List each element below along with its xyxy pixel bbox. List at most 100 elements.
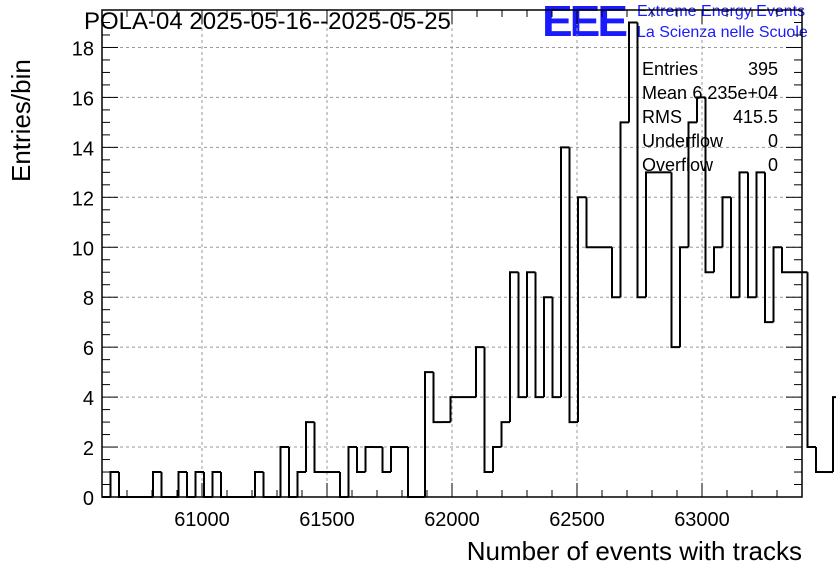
histogram-bin — [424, 371, 434, 497]
histogram-bin — [475, 346, 485, 398]
x-tick-label: 63000 — [674, 509, 730, 531]
histogram-bin — [781, 247, 791, 274]
y-tick-label: 18 — [72, 38, 94, 60]
x-tick-label: 62000 — [424, 509, 480, 531]
histogram-bin — [483, 347, 493, 474]
histogram-bin — [160, 472, 170, 498]
y-tick-label: 2 — [83, 438, 94, 460]
stats-label: Mean — [642, 83, 688, 103]
histogram-bin — [585, 197, 595, 249]
histogram-bin — [560, 146, 570, 398]
histogram-bin — [679, 246, 689, 348]
x-tick-label: 62500 — [549, 509, 605, 531]
histogram-bin — [492, 446, 502, 473]
stats-label: Overflow — [642, 155, 714, 175]
histogram-bin — [220, 472, 230, 498]
histogram-bin — [568, 147, 578, 424]
histogram-bin — [526, 271, 536, 398]
histogram-bin — [177, 471, 187, 497]
y-tick-label: 8 — [83, 288, 94, 310]
stats-row-underflow: Underflow 0 — [642, 131, 778, 155]
histogram-bin — [747, 172, 757, 299]
y-tick-label: 14 — [72, 138, 94, 160]
histogram-bin — [186, 472, 196, 498]
histogram-bin — [279, 446, 289, 497]
histogram-bin — [262, 472, 272, 498]
histogram-bin — [500, 421, 510, 448]
stats-value: 415.5 — [732, 107, 778, 127]
stats-row-entries: Entries 395 — [642, 59, 778, 83]
stats-label: RMS — [642, 107, 682, 127]
histogram-bin — [288, 447, 298, 498]
logo-text-line-1: Extreme Energy Events — [637, 3, 806, 20]
y-tick-label: 12 — [72, 188, 94, 210]
logo-text-line-2: La Scienza nelle Scuole — [637, 24, 808, 41]
stats-value: 0 — [767, 131, 778, 151]
histogram-bin — [738, 171, 748, 298]
histogram-bin — [347, 446, 357, 497]
histogram-bin — [381, 447, 391, 474]
y-tick-label: 6 — [83, 338, 94, 360]
histogram-bin — [645, 171, 655, 298]
y-tick-label: 0 — [83, 488, 94, 510]
histogram-bin — [577, 196, 587, 423]
stats-row-rms: RMS 415.5 — [642, 107, 778, 131]
y-tick-label: 16 — [72, 88, 94, 110]
histogram-bin — [628, 21, 638, 123]
histogram-bin — [772, 246, 782, 323]
histogram-bin — [755, 171, 765, 298]
histogram-bin — [687, 121, 697, 248]
y-tick-label: 4 — [83, 388, 94, 410]
histogram-bin — [509, 271, 519, 423]
stats-value: 0 — [767, 155, 778, 175]
y-tick-label: 10 — [72, 238, 94, 260]
histogram-bin — [407, 447, 417, 498]
histogram-bin — [832, 396, 836, 473]
histogram-bin — [696, 96, 706, 123]
histogram-bin — [611, 247, 621, 299]
histogram-bin — [449, 396, 459, 423]
histogram-bin — [432, 372, 442, 424]
histogram-bin — [517, 272, 527, 399]
x-axis-label: Number of events with tracks — [466, 536, 802, 566]
histogram-bin — [815, 447, 825, 474]
histogram-bin — [211, 471, 221, 497]
histogram-bin — [152, 471, 162, 497]
histogram-bin — [636, 22, 646, 299]
histogram-bin — [670, 172, 680, 349]
histogram-bin — [543, 296, 553, 398]
stats-label: Underflow — [642, 131, 724, 151]
histogram-bin — [764, 172, 774, 324]
histogram-bin — [118, 472, 128, 498]
histogram-bin — [534, 272, 544, 399]
histogram-bin — [551, 297, 561, 399]
histogram-bin — [713, 246, 723, 273]
histogram-bin — [364, 446, 374, 473]
stats-label: Entries — [642, 59, 699, 79]
stats-value: 395 — [747, 59, 778, 79]
histogram-bin — [704, 97, 714, 274]
histogram-bin — [305, 421, 315, 473]
x-tick-label: 61000 — [174, 509, 230, 531]
histogram-bin — [721, 196, 731, 248]
x-tick-label: 61500 — [299, 509, 355, 531]
histogram-bin — [356, 447, 366, 474]
histogram-bin — [194, 471, 204, 497]
stats-value: 6.235e+04 — [692, 83, 778, 103]
histogram-bin — [730, 197, 740, 299]
stats-box: Entries 395 Mean 6.235e+04 RMS 415.5 Und… — [642, 59, 778, 179]
chart-title: POLA-04 2025-05-16--2025-05-25 — [84, 8, 451, 35]
stats-row-mean: Mean 6.235e+04 — [642, 83, 778, 107]
histogram-bin — [296, 471, 306, 497]
histogram-bin — [806, 272, 816, 449]
histogram-bin — [203, 472, 213, 498]
eee-logo: EEE — [542, 0, 628, 46]
histogram-bin — [619, 121, 629, 298]
histogram-bin — [339, 472, 349, 498]
histogram-bin — [390, 446, 400, 473]
histogram-bin — [254, 471, 264, 497]
histogram-bin — [109, 471, 119, 497]
stats-row-overflow: Overflow 0 — [642, 155, 778, 179]
histogram-bin — [313, 422, 323, 474]
